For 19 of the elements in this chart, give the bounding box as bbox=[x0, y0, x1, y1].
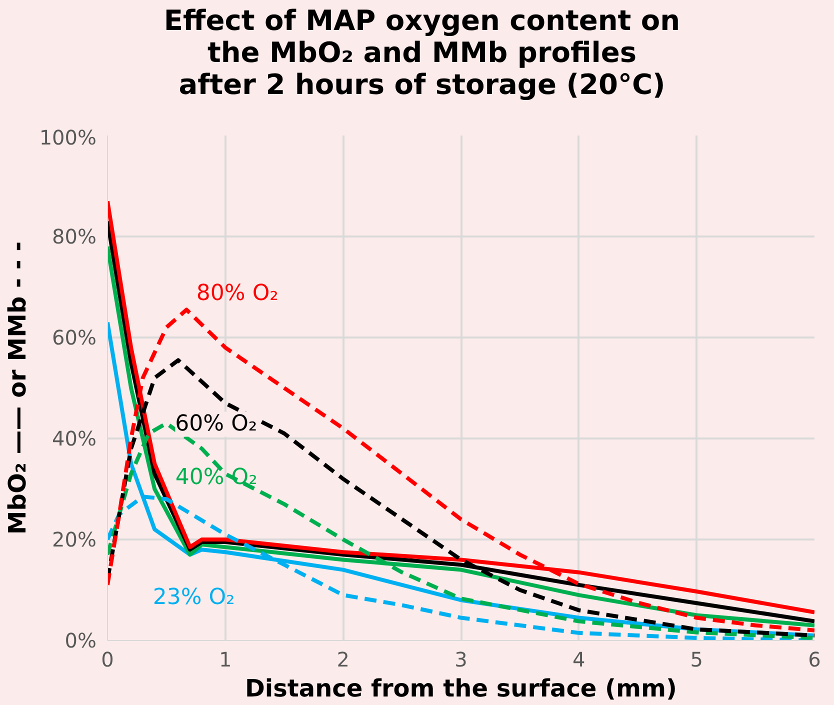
x-tick-label: 3 bbox=[454, 648, 468, 672]
y-tick-label: 100% bbox=[39, 126, 97, 150]
y-tick-label: 40% bbox=[52, 426, 96, 450]
y-tick-label: 20% bbox=[52, 528, 96, 552]
series-label: 80% O₂ bbox=[196, 281, 278, 306]
x-tick-label: 6 bbox=[808, 648, 821, 672]
y-tick-label: 80% bbox=[52, 224, 96, 248]
x-axis-title: Distance from the surface (mm) bbox=[244, 674, 678, 702]
x-tick-label: 5 bbox=[690, 648, 704, 672]
series-label: 23% O₂ bbox=[152, 585, 235, 610]
x-tick-label: 2 bbox=[336, 648, 350, 672]
y-tick-label: 0% bbox=[64, 628, 97, 652]
x-tick-label: 0 bbox=[101, 648, 114, 672]
chart-title: Effect of MAP oxygen content on the MbO₂ and MMb profiles after 2 hours of storage (20°C) bbox=[164, 4, 680, 102]
y-tick-label: 60% bbox=[52, 326, 96, 350]
series-label: 60% O₂ bbox=[175, 412, 258, 437]
x-tick-label: 4 bbox=[572, 648, 586, 672]
x-tick-label: 1 bbox=[218, 648, 232, 672]
y-axis-title: MbO₂ —— or MMb - - - bbox=[3, 241, 32, 535]
